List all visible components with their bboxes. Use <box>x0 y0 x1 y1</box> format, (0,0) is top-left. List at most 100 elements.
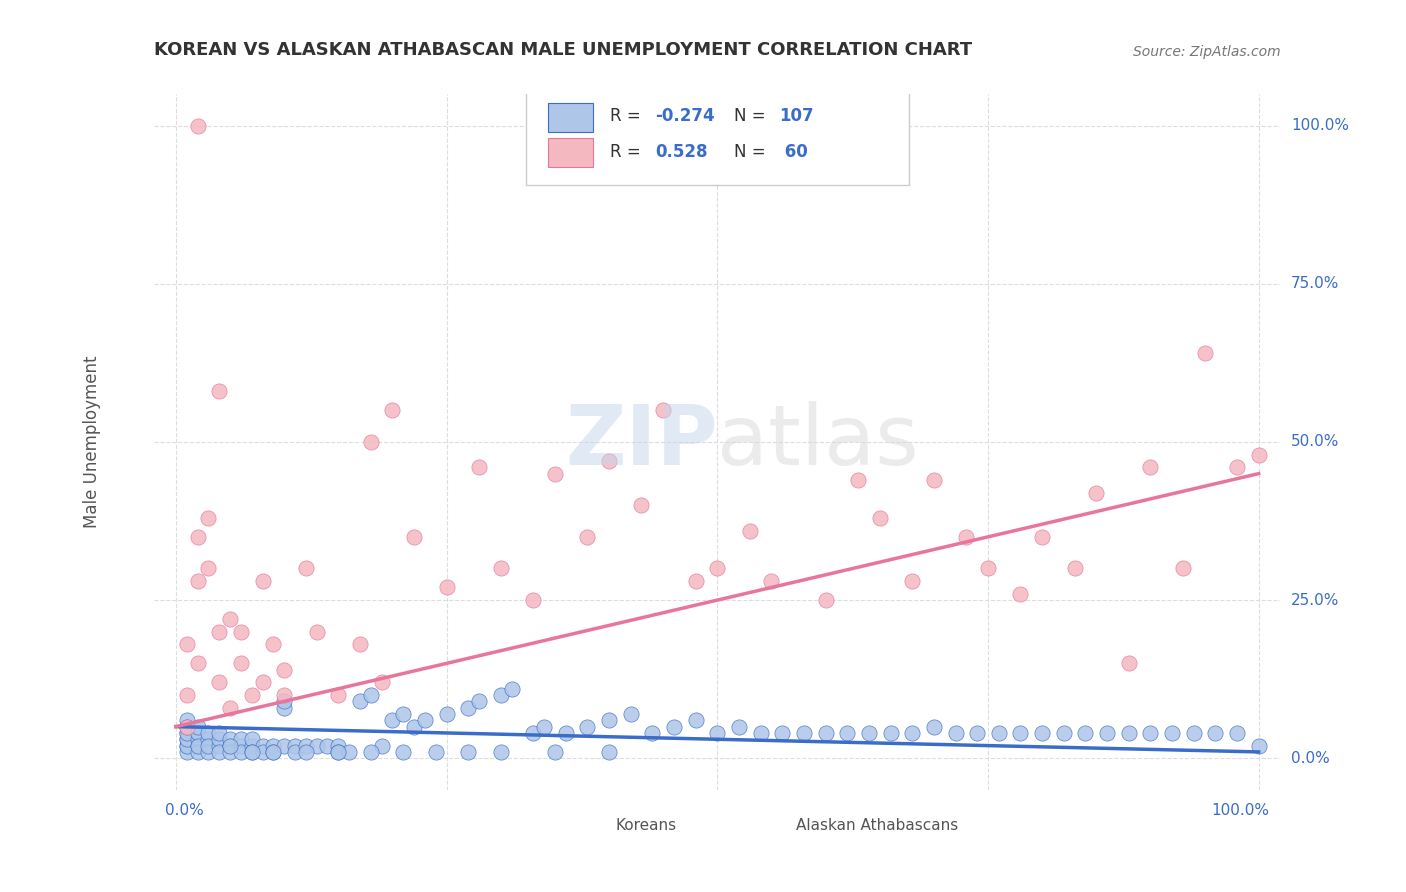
Point <box>176 739 198 753</box>
Point <box>176 688 198 702</box>
Point <box>544 745 567 759</box>
Point <box>598 745 620 759</box>
Point <box>337 745 360 759</box>
Point <box>404 530 426 544</box>
FancyBboxPatch shape <box>526 87 908 185</box>
Point <box>392 706 415 721</box>
Point <box>262 745 284 759</box>
Point <box>295 561 318 575</box>
Point <box>630 498 652 512</box>
Point <box>208 739 231 753</box>
Point <box>598 454 620 468</box>
Text: N =: N = <box>734 107 770 126</box>
Point <box>349 694 371 708</box>
Point <box>186 657 208 671</box>
Point <box>598 714 620 728</box>
Point <box>197 511 219 525</box>
Point <box>273 739 295 753</box>
Point <box>273 663 295 677</box>
Text: atlas: atlas <box>717 401 920 483</box>
Point <box>252 739 274 753</box>
Point <box>1010 587 1032 601</box>
Point <box>413 714 436 728</box>
Text: ZIP: ZIP <box>565 401 717 483</box>
Text: N =: N = <box>734 143 770 161</box>
FancyBboxPatch shape <box>548 138 593 167</box>
Point <box>814 726 837 740</box>
Point <box>966 726 988 740</box>
Point <box>652 403 675 417</box>
Point <box>922 473 945 487</box>
Point <box>186 574 208 589</box>
Text: Source: ZipAtlas.com: Source: ZipAtlas.com <box>1133 45 1281 59</box>
Point <box>1074 726 1097 740</box>
Point <box>1171 561 1194 575</box>
Point <box>404 720 426 734</box>
Point <box>554 726 576 740</box>
Point <box>468 460 491 475</box>
Point <box>1095 726 1118 740</box>
Text: R =: R = <box>610 107 647 126</box>
Point <box>879 726 901 740</box>
Point <box>522 726 544 740</box>
Point <box>284 745 307 759</box>
Point <box>620 706 643 721</box>
Point <box>1031 726 1053 740</box>
Point <box>814 593 837 607</box>
Point <box>328 745 350 759</box>
Point <box>1139 460 1161 475</box>
Text: 0.528: 0.528 <box>655 143 707 161</box>
Point <box>186 739 208 753</box>
Text: Alaskan Athabascans: Alaskan Athabascans <box>796 818 959 833</box>
Point <box>273 694 295 708</box>
Text: -0.274: -0.274 <box>655 107 716 126</box>
Point <box>749 726 772 740</box>
Point <box>370 675 392 690</box>
Point <box>240 745 263 759</box>
Point <box>229 732 252 747</box>
Point <box>392 745 415 759</box>
Point <box>360 688 382 702</box>
Text: 60: 60 <box>779 143 808 161</box>
Point <box>370 739 392 753</box>
Point <box>229 657 252 671</box>
Point <box>1226 460 1249 475</box>
Point <box>305 624 328 639</box>
Point <box>197 739 219 753</box>
Point <box>1118 657 1140 671</box>
Point <box>208 624 231 639</box>
Point <box>219 739 242 753</box>
Point <box>869 511 891 525</box>
Point <box>1139 726 1161 740</box>
Point <box>176 720 198 734</box>
Point <box>1031 530 1053 544</box>
Point <box>208 675 231 690</box>
Text: 50.0%: 50.0% <box>1291 434 1340 450</box>
Point <box>176 732 198 747</box>
Text: 100.0%: 100.0% <box>1291 119 1350 133</box>
Point <box>468 694 491 708</box>
Text: 100.0%: 100.0% <box>1212 803 1270 818</box>
Point <box>858 726 880 740</box>
Point <box>576 530 599 544</box>
Point <box>360 435 382 450</box>
Point <box>328 745 350 759</box>
Point <box>1247 448 1270 462</box>
Point <box>436 706 458 721</box>
Point <box>457 745 479 759</box>
Point <box>381 403 404 417</box>
Point <box>176 745 198 759</box>
Point <box>457 700 479 714</box>
Point <box>955 530 977 544</box>
Point <box>1053 726 1076 740</box>
Point <box>381 714 404 728</box>
Point <box>186 119 208 133</box>
Point <box>533 720 555 734</box>
Point <box>240 745 263 759</box>
Point <box>305 739 328 753</box>
Point <box>641 726 664 740</box>
Point <box>522 593 544 607</box>
Point <box>176 637 198 651</box>
Point <box>284 739 307 753</box>
Point <box>186 530 208 544</box>
